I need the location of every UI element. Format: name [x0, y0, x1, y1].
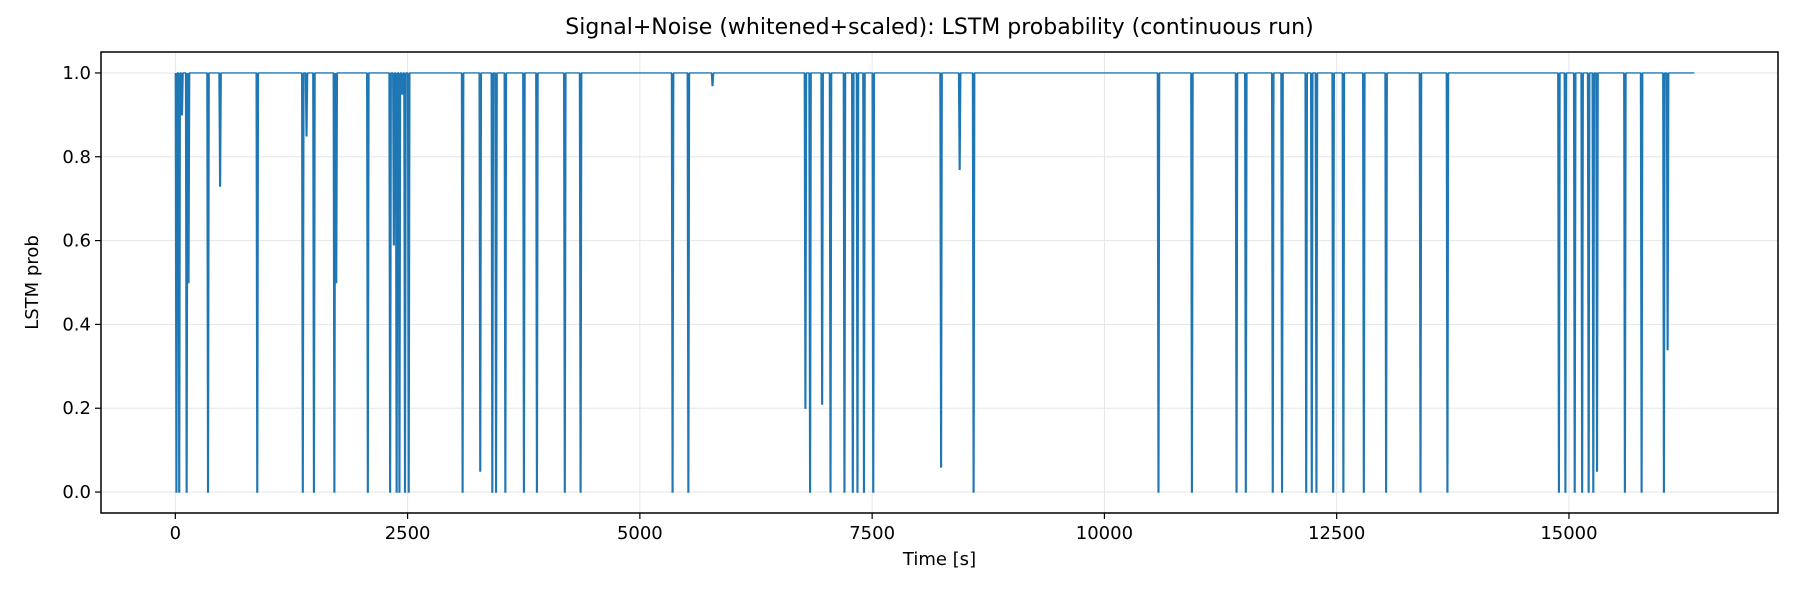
- x-tick-label: 5000: [617, 523, 663, 544]
- x-tick-label: 15000: [1540, 523, 1597, 544]
- y-tick-label: 0.0: [62, 482, 91, 503]
- x-tick-label: 2500: [385, 523, 431, 544]
- x-tick-label: 12500: [1308, 523, 1365, 544]
- y-tick-label: 0.6: [62, 231, 91, 252]
- series-layer: [174, 72, 1695, 493]
- y-tick-label: 0.4: [62, 314, 91, 335]
- y-tick-label: 0.8: [62, 147, 91, 168]
- plot-frame: [100, 51, 1779, 514]
- y-tick-label: 1.0: [62, 63, 91, 84]
- y-tick-label: 0.2: [62, 398, 91, 419]
- x-tick-label: 0: [170, 523, 181, 544]
- x-axis-label: Time [s]: [902, 549, 976, 570]
- tick-layer: 0 2500 5000 7500 10000 12500 15000 0.0 0.2 0.4 0.6…: [62, 63, 1597, 544]
- x-tick-label: 7500: [849, 523, 895, 544]
- x-tick-label: 10000: [1076, 523, 1133, 544]
- y-axis-label: LSTM prob: [22, 235, 43, 330]
- chart-title: Signal+Noise (whitened+scaled): LSTM pro…: [565, 15, 1313, 40]
